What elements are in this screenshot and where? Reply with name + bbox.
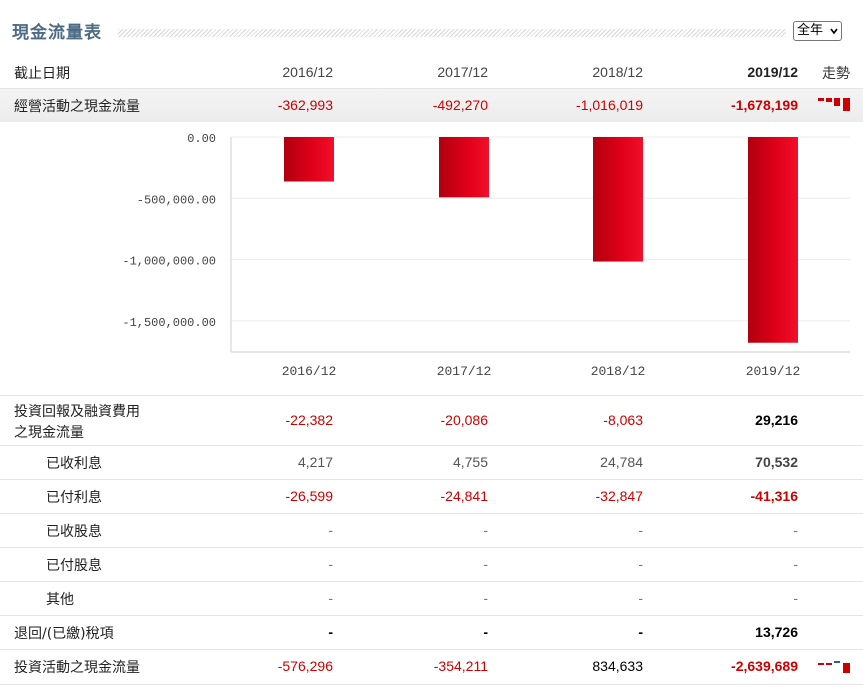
row-value: -	[328, 556, 333, 572]
table-row[interactable]: 已收股息 - - - -	[0, 514, 863, 548]
row-value: -20,086	[440, 412, 488, 428]
table-row[interactable]: 已付股息 - - - -	[0, 548, 863, 582]
table-row[interactable]: 其他 - - - -	[0, 582, 863, 616]
row-value: -32,847	[595, 488, 643, 504]
table-row[interactable]: 已收利息 4,217 4,755 24,784 70,532	[0, 446, 863, 480]
row-label: 投資活動之現金流量	[14, 660, 140, 676]
table-row[interactable]: 投資活動之現金流量 -576,296 -354,211 834,633 -2,6…	[0, 650, 863, 685]
row-value: 24,784	[600, 454, 643, 470]
period-header: 2017/12	[437, 64, 488, 80]
table-row[interactable]: 已付利息 -26,599 -24,841 -32,847 -41,316	[0, 480, 863, 514]
chart-bar	[593, 137, 643, 262]
row-value: -24,841	[440, 488, 488, 504]
period-select[interactable]: 全年	[793, 21, 842, 41]
y-tick-label: 0.00	[187, 132, 216, 146]
x-tick-label: 2017/12	[437, 364, 492, 379]
y-tick-label: -500,000.00	[137, 193, 216, 207]
chart-bar	[439, 137, 489, 198]
row-value: -	[638, 522, 643, 538]
row-value: 29,216	[755, 412, 798, 428]
row-label: 退回/(已繳)稅項	[14, 626, 114, 642]
row-value: -362,993	[277, 97, 333, 113]
row-label-line: 之現金流量	[14, 425, 84, 441]
period-header: 2019/12	[747, 64, 798, 80]
period-header: 2016/12	[282, 64, 333, 80]
row-value: -26,599	[285, 488, 333, 504]
trend-sparkline[interactable]	[817, 658, 853, 674]
row-value: -492,270	[432, 97, 488, 113]
trend-column-header: 走勢	[822, 66, 850, 82]
row-value: -	[483, 590, 488, 606]
table-row-operating[interactable]: 經營活動之現金流量 -362,993 -492,270 -1,016,019 -…	[0, 89, 863, 122]
table-row[interactable]: 退回/(已繳)稅項 - - - 13,726	[0, 616, 863, 650]
row-value: 4,217	[297, 454, 333, 470]
x-tick-label: 2016/12	[282, 364, 337, 379]
row-value: -	[483, 556, 488, 572]
row-value: -41,316	[750, 488, 798, 504]
row-value: -	[328, 522, 333, 538]
date-column-header: 截止日期	[14, 66, 70, 82]
row-label: 其他	[46, 592, 74, 608]
row-value: -	[793, 522, 798, 538]
row-value: -1,678,199	[731, 97, 798, 113]
chart-bar	[284, 137, 334, 182]
y-tick-label: -1,000,000.00	[122, 255, 216, 269]
row-value: -2,639,689	[731, 658, 798, 674]
x-tick-label: 2019/12	[746, 364, 801, 379]
row-value: -	[638, 624, 643, 640]
row-value: -354,211	[433, 658, 488, 674]
chevron-down-icon	[830, 28, 838, 35]
row-label: 已收利息	[46, 456, 102, 472]
row-value: -	[483, 522, 488, 538]
row-value: -	[638, 556, 643, 572]
row-value: -	[793, 590, 798, 606]
page-title: 現金流量表	[12, 23, 102, 43]
bar-chart: 0.00 -500,000.00 -1,000,000.00 -1,500,000.0…	[122, 132, 850, 379]
period-header: 2018/12	[592, 64, 643, 80]
row-label: 已付股息	[46, 558, 102, 574]
row-value: 70,532	[755, 454, 798, 470]
section-header: 現金流量表 全年	[0, 0, 863, 52]
row-label: 已收股息	[46, 524, 102, 540]
title-divider	[118, 29, 786, 37]
operating-cash-flow-chart: 0.00 -500,000.00 -1,000,000.00 -1,500,000.0…	[0, 122, 863, 396]
row-label: 經營活動之現金流量	[14, 99, 140, 115]
row-value: 13,726	[755, 624, 798, 640]
row-value: -576,296	[277, 658, 333, 674]
row-value: -8,063	[603, 412, 643, 428]
row-value: -22,382	[285, 412, 333, 428]
row-value: -	[328, 624, 333, 640]
table-row[interactable]: 投資回報及融資費用 之現金流量 -22,382 -20,086 -8,063 2…	[0, 396, 863, 446]
chart-bar	[748, 137, 798, 343]
row-label: 已付利息	[46, 490, 102, 506]
trend-sparkline[interactable]	[817, 97, 853, 113]
row-value: 4,755	[452, 454, 488, 470]
row-value: -	[328, 590, 333, 606]
row-label-line: 投資回報及融資費用	[14, 404, 140, 420]
row-value: -1,016,019	[576, 97, 643, 113]
period-select-value: 全年	[797, 23, 824, 38]
y-tick-label: -1,500,000.00	[122, 316, 216, 330]
row-value: -	[793, 556, 798, 572]
row-value: 834,633	[592, 658, 643, 674]
row-value: -	[483, 624, 488, 640]
x-tick-label: 2018/12	[591, 364, 646, 379]
row-value: -	[638, 590, 643, 606]
table-header-row: 截止日期 2016/12 2017/12 2018/12 2019/12 走勢	[0, 52, 863, 89]
